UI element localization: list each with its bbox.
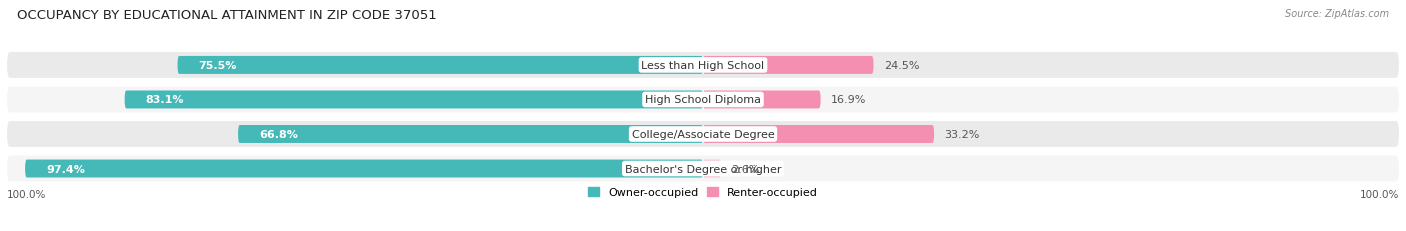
Text: 83.1%: 83.1% [146,95,184,105]
Text: Less than High School: Less than High School [641,61,765,71]
Text: Source: ZipAtlas.com: Source: ZipAtlas.com [1285,9,1389,19]
FancyBboxPatch shape [703,125,934,143]
FancyBboxPatch shape [238,125,703,143]
FancyBboxPatch shape [703,160,721,178]
FancyBboxPatch shape [7,53,1399,79]
Text: 16.9%: 16.9% [831,95,866,105]
Text: College/Associate Degree: College/Associate Degree [631,129,775,139]
Text: 24.5%: 24.5% [884,61,920,71]
Legend: Owner-occupied, Renter-occupied: Owner-occupied, Renter-occupied [583,182,823,202]
FancyBboxPatch shape [25,160,703,178]
Text: Bachelor's Degree or higher: Bachelor's Degree or higher [624,164,782,174]
FancyBboxPatch shape [177,57,703,75]
Text: OCCUPANCY BY EDUCATIONAL ATTAINMENT IN ZIP CODE 37051: OCCUPANCY BY EDUCATIONAL ATTAINMENT IN Z… [17,9,437,22]
FancyBboxPatch shape [125,91,703,109]
Text: 2.6%: 2.6% [731,164,759,174]
Text: 100.0%: 100.0% [7,189,46,199]
FancyBboxPatch shape [703,57,873,75]
Text: 100.0%: 100.0% [1360,189,1399,199]
Text: 66.8%: 66.8% [259,129,298,139]
FancyBboxPatch shape [703,91,821,109]
Text: High School Diploma: High School Diploma [645,95,761,105]
Text: 97.4%: 97.4% [46,164,84,174]
FancyBboxPatch shape [7,87,1399,113]
FancyBboxPatch shape [7,156,1399,182]
Text: 33.2%: 33.2% [945,129,980,139]
Text: 75.5%: 75.5% [198,61,236,71]
FancyBboxPatch shape [7,122,1399,147]
